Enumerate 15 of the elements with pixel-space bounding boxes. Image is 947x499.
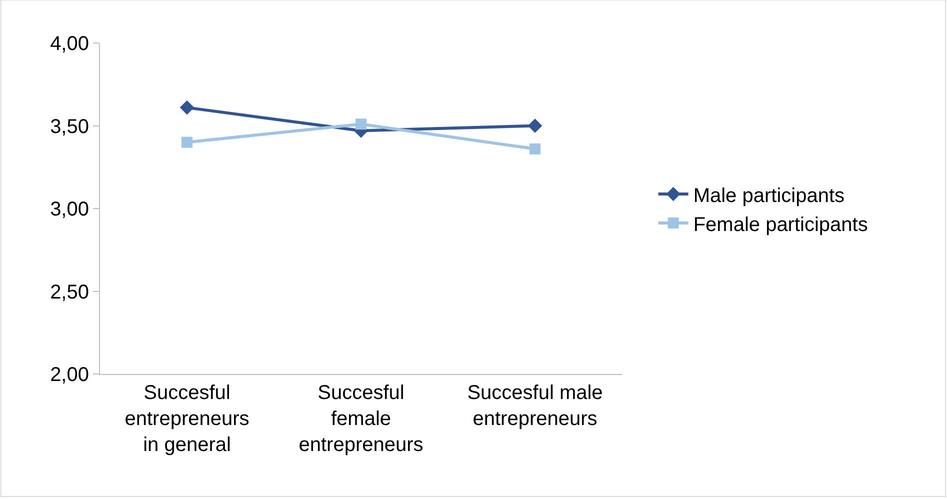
point bbox=[182, 136, 192, 148]
x-tick-label: Succesful male entrepreneurs bbox=[467, 382, 603, 430]
y-tick-label: 2,50 bbox=[50, 281, 89, 304]
legend-label: Female participants bbox=[693, 214, 868, 236]
y-tick-label: 4,00 bbox=[50, 33, 89, 55]
legend-label: Male participants bbox=[693, 184, 845, 207]
y-tick-label: 3,50 bbox=[50, 116, 89, 138]
y-tick-label: 2,00 bbox=[50, 364, 89, 386]
point bbox=[528, 118, 542, 133]
point bbox=[356, 118, 366, 130]
y-tick-label: 3,00 bbox=[50, 198, 89, 220]
x-tick-label: Succesful entrepreneurs in general bbox=[124, 382, 250, 456]
point bbox=[180, 100, 194, 115]
point bbox=[530, 143, 540, 154]
x-tick-label: Succesful female entrepreneurs bbox=[298, 382, 424, 456]
